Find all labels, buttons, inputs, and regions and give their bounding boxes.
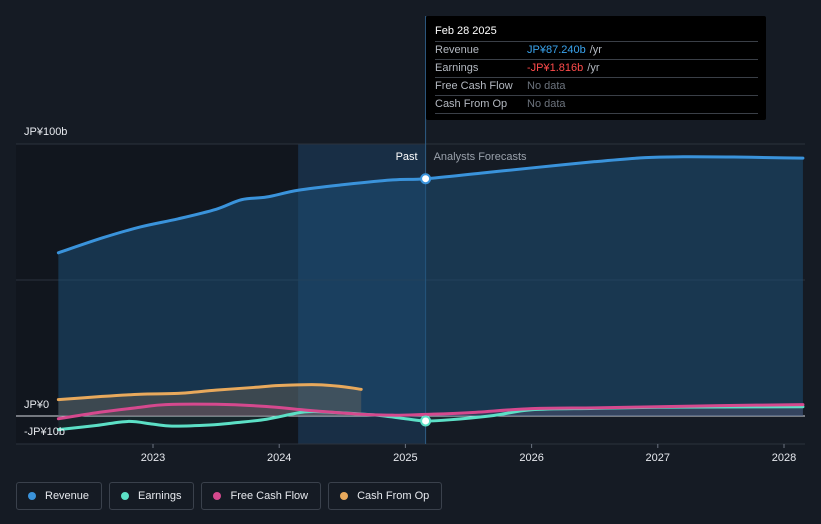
x-tick-label: 2028 xyxy=(772,452,796,464)
x-tick-label: 2023 xyxy=(141,452,165,464)
legend-label: Earnings xyxy=(138,490,182,502)
earnings-dot-icon xyxy=(121,492,130,500)
free-cash-flow-dot-icon xyxy=(213,492,222,500)
earnings-marker xyxy=(420,415,432,427)
tooltip-row-revenue: Revenue JP¥87.240b /yr xyxy=(435,42,758,60)
y-tick-label: -JP¥10b xyxy=(24,426,65,438)
cash-from-op-line xyxy=(56,383,363,402)
revenue-line xyxy=(56,155,805,255)
revenue-dot-icon xyxy=(28,492,36,500)
tooltip-label: Earnings xyxy=(435,62,479,74)
tooltip-label: Cash From Op xyxy=(435,98,508,110)
tooltip-value: JP¥87.240b xyxy=(527,44,586,56)
legend-label: Cash From Op xyxy=(357,490,430,502)
tooltip-unit: /yr xyxy=(587,62,600,74)
revenue-area xyxy=(58,156,803,416)
legend-label: Revenue xyxy=(45,490,90,502)
tooltip-unit: /yr xyxy=(589,44,602,56)
tooltip-value: No data xyxy=(527,98,566,110)
tooltip-label: Revenue xyxy=(435,44,480,56)
past-label: Past xyxy=(396,151,418,163)
revenue-marker xyxy=(420,173,432,185)
legend-item-revenue[interactable]: Revenue xyxy=(16,482,103,510)
tooltip-date: Feb 28 2025 xyxy=(435,24,758,42)
legend-item-earnings[interactable]: Earnings xyxy=(109,482,195,510)
y-tick-label: JP¥0 xyxy=(24,399,49,411)
tooltip-row-free-cash-flow: Free Cash Flow No data xyxy=(435,78,758,96)
cash-from-op-dot-icon xyxy=(340,492,349,500)
hover-tooltip: Feb 28 2025 Revenue JP¥87.240b /yr Earni… xyxy=(426,16,766,120)
tooltip-value: No data xyxy=(527,80,566,92)
legend: Revenue Earnings Free Cash Flow Cash Fro… xyxy=(16,482,443,510)
x-tick-label: 2025 xyxy=(393,452,417,464)
free-cash-flow-line xyxy=(56,402,805,421)
y-tick-label: JP¥100b xyxy=(24,126,67,138)
forecast-label: Analysts Forecasts xyxy=(434,151,527,163)
earnings-area xyxy=(58,406,803,430)
x-tick-label: 2026 xyxy=(519,452,543,464)
tooltip-label: Free Cash Flow xyxy=(435,80,513,92)
legend-item-free-cash-flow[interactable]: Free Cash Flow xyxy=(201,482,322,510)
x-tick-label: 2027 xyxy=(646,452,670,464)
tooltip-value: -JP¥1.816b xyxy=(527,62,584,74)
tooltip-row-cash-from-op: Cash From Op No data xyxy=(435,96,758,114)
legend-item-cash-from-op[interactable]: Cash From Op xyxy=(328,482,443,510)
x-tick-label: 2024 xyxy=(267,452,291,464)
legend-label: Free Cash Flow xyxy=(230,490,309,502)
tooltip-row-earnings: Earnings -JP¥1.816b /yr xyxy=(435,60,758,78)
